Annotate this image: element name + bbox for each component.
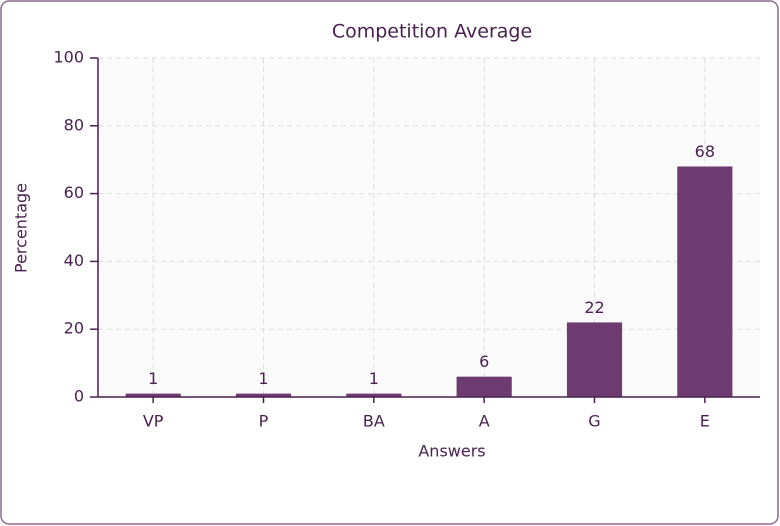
data-label: 1 — [369, 369, 379, 388]
x-axis-label: Answers — [418, 442, 485, 461]
y-tick-label: 60 — [64, 183, 84, 202]
bar — [456, 376, 512, 397]
y-tick-label: 100 — [53, 48, 84, 67]
data-label: 6 — [479, 352, 489, 371]
y-tick-label: 20 — [64, 319, 84, 338]
bar — [566, 322, 623, 397]
y-tick-label: 40 — [64, 251, 84, 270]
bar — [346, 393, 402, 397]
x-tick-label: VP — [143, 412, 164, 431]
bar — [677, 166, 733, 397]
x-tick-label: E — [700, 412, 710, 431]
bar — [235, 393, 292, 397]
y-tick-label: 80 — [64, 115, 84, 134]
y-tick-label: 0 — [74, 387, 84, 406]
y-axis-label: Percentage — [12, 183, 31, 273]
data-label: 1 — [148, 369, 158, 388]
bar — [125, 393, 181, 397]
data-label: 22 — [584, 298, 604, 317]
data-label: 68 — [695, 142, 715, 161]
x-tick-label: A — [479, 412, 490, 431]
chart-title: Competition Average — [332, 21, 532, 43]
x-tick-label: G — [588, 412, 600, 431]
data-label: 1 — [258, 369, 268, 388]
x-tick-label: P — [259, 412, 269, 431]
x-tick-label: BA — [363, 412, 385, 431]
plot-area — [98, 58, 760, 397]
